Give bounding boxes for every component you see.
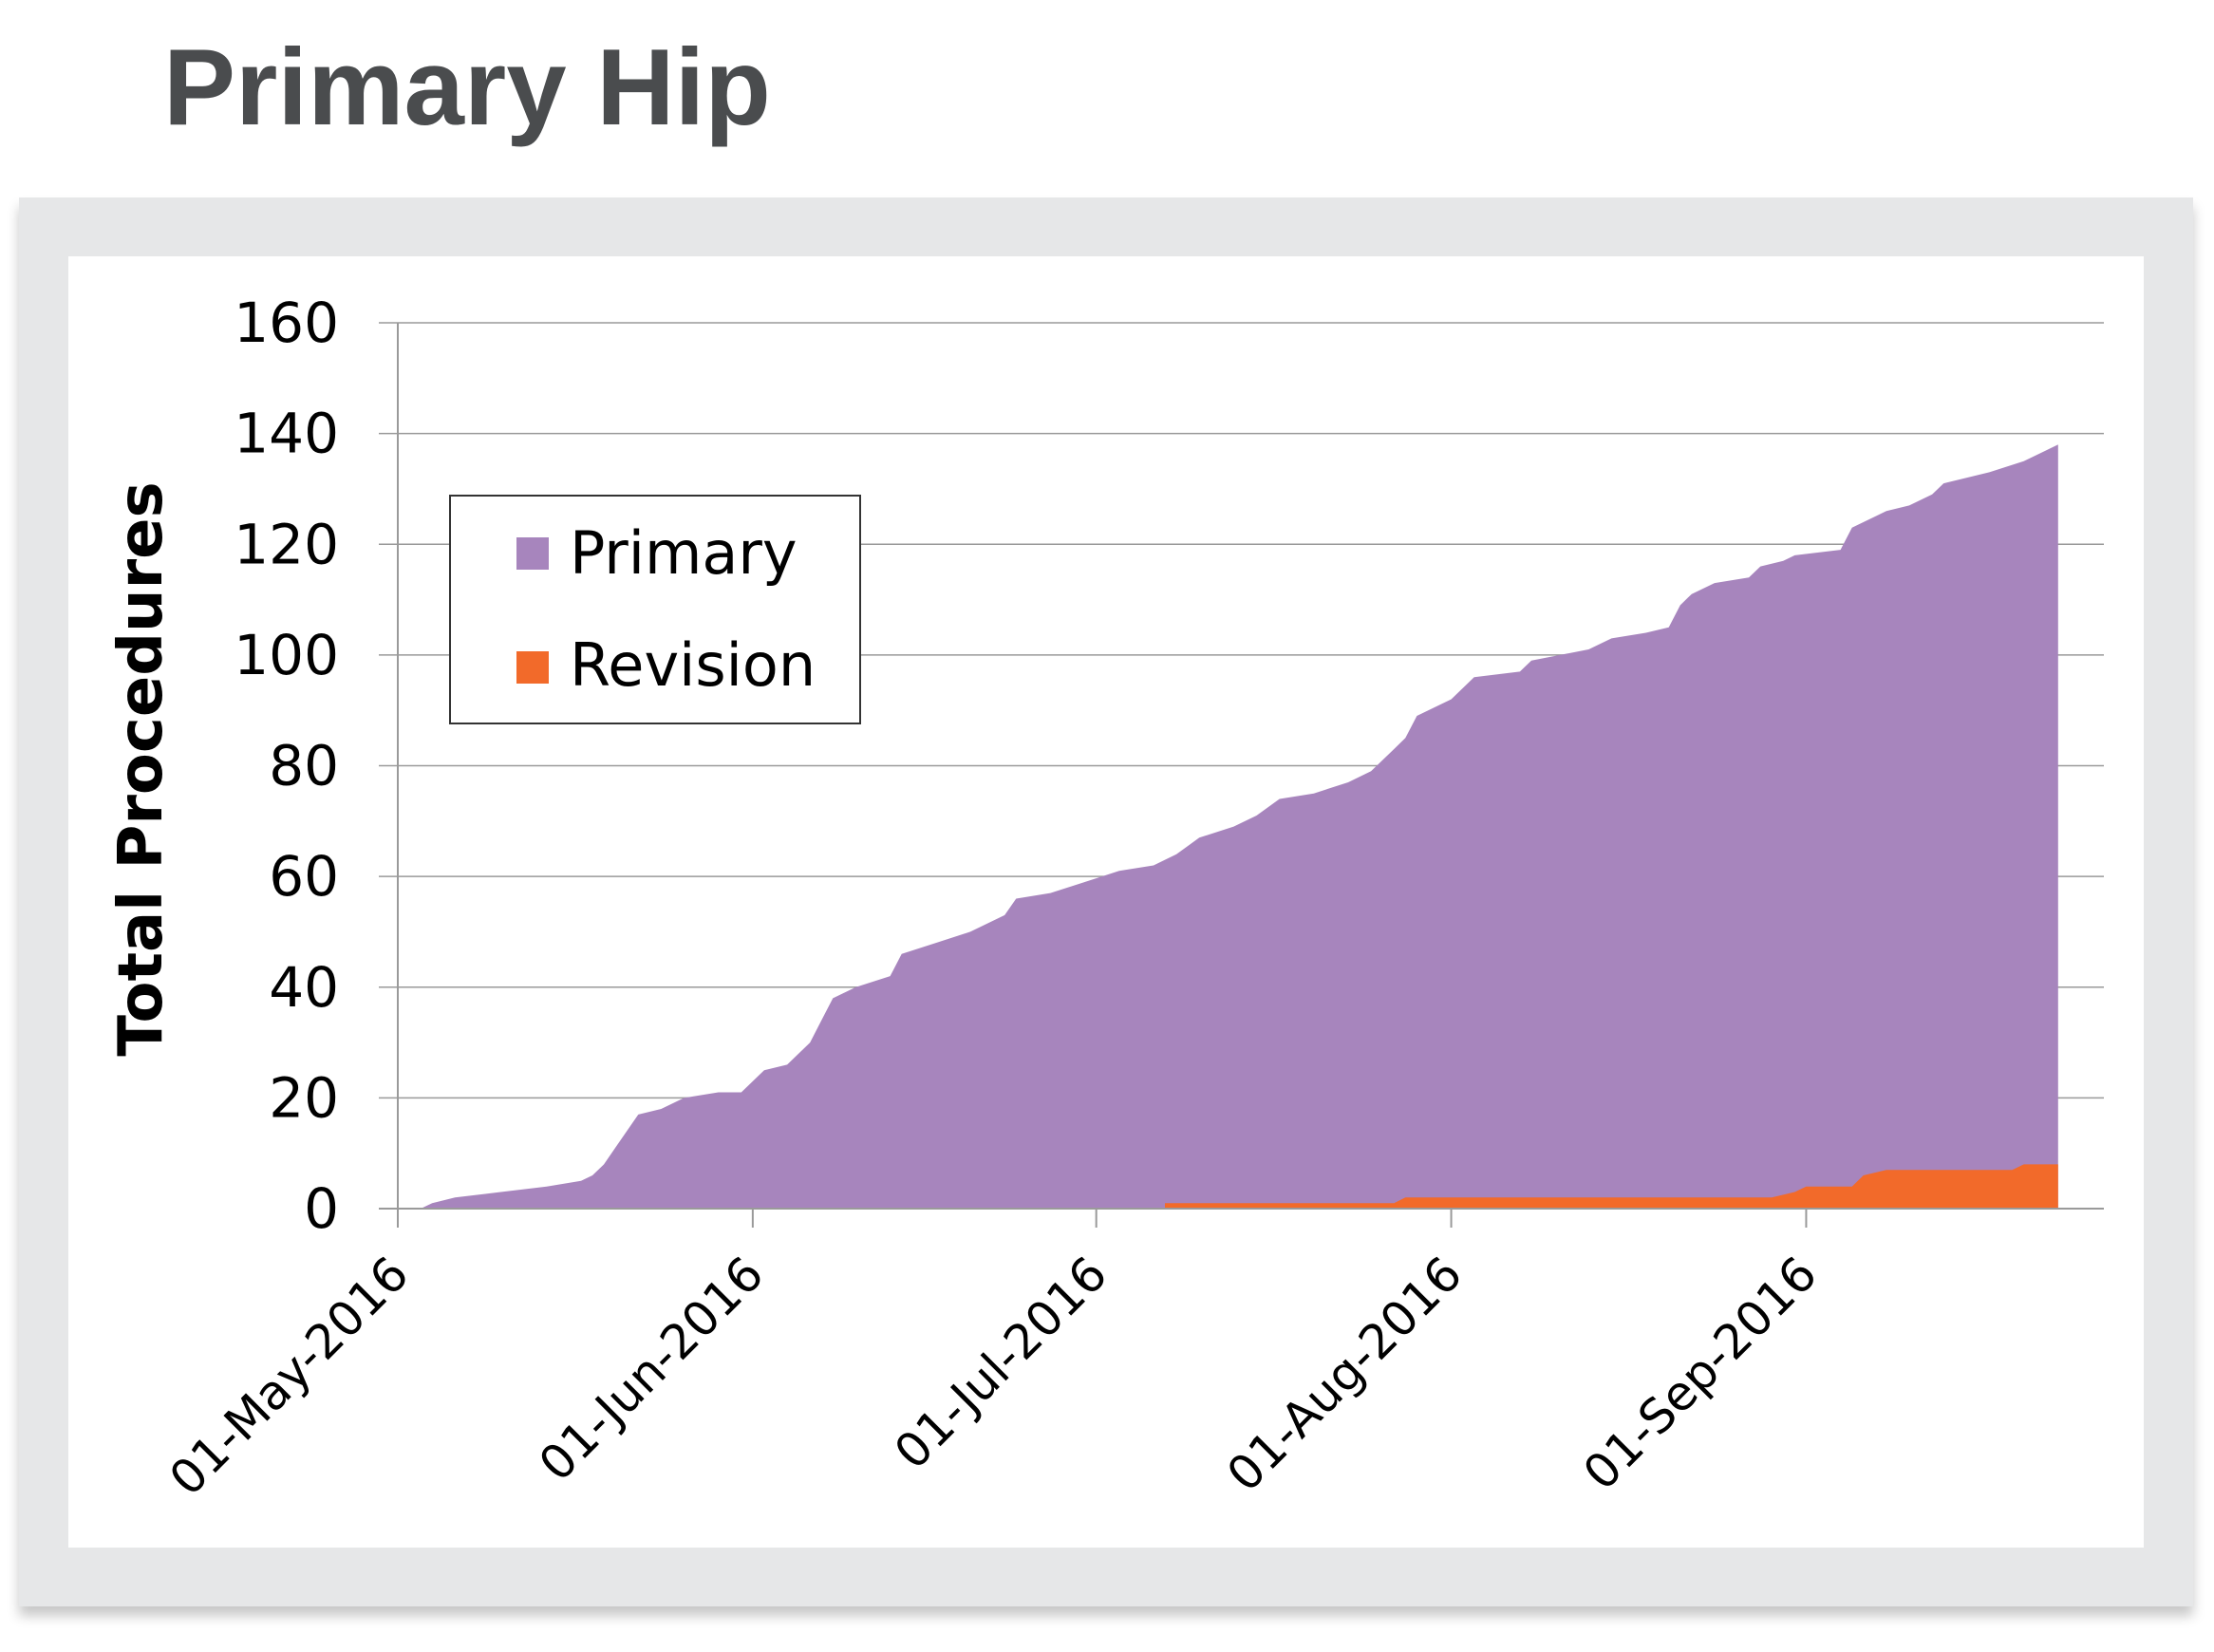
legend-label-revision: Revision: [570, 630, 816, 700]
x-tick-label-3: 01-Aug-2016: [1216, 1246, 1473, 1502]
chart-card: 0 20 40 60 80 100 120 140 160 01-May-2016 01-Jun-…: [19, 197, 2193, 1606]
y-axis-title: Total Procedures: [106, 481, 177, 1056]
x-tick-label-2: 01-Jul-2016: [884, 1246, 1117, 1479]
legend-box: [449, 495, 861, 724]
area-chart: 0 20 40 60 80 100 120 140 160 01-May-2016 01-Jun-…: [106, 291, 2104, 1506]
y-tick-label-0: 0: [304, 1176, 339, 1241]
series-area-primary: [421, 444, 2058, 1209]
legend-label-primary: Primary: [570, 518, 797, 588]
chart-panel: 0 20 40 60 80 100 120 140 160 01-May-2016 01-Jun-…: [68, 256, 2144, 1548]
y-tick-label-120: 120: [234, 512, 339, 576]
x-tick-label-4: 01-Sep-2016: [1573, 1246, 1828, 1500]
page-title: Primary Hip: [163, 28, 771, 148]
y-tick-label-100: 100: [234, 623, 339, 687]
y-tick-label-20: 20: [269, 1065, 339, 1130]
legend-swatch-primary: [516, 537, 549, 570]
legend: Primary Revision: [449, 495, 861, 724]
y-tick-label-160: 160: [234, 291, 339, 355]
y-tick-label-80: 80: [269, 734, 339, 798]
series-area-revision: [1165, 1164, 2058, 1209]
y-tick-label-60: 60: [269, 844, 339, 909]
legend-swatch-revision: [516, 651, 549, 684]
x-tick-label-0: 01-May-2016: [159, 1246, 420, 1506]
x-tick-label-1: 01-Jun-2016: [529, 1246, 775, 1492]
y-tick-label-140: 140: [234, 402, 339, 466]
y-tick-label-40: 40: [269, 955, 339, 1020]
